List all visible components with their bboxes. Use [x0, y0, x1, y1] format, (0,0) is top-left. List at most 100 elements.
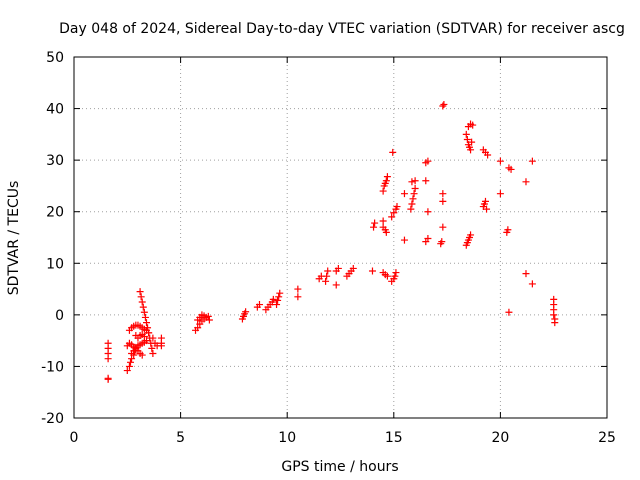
data-point-marker	[205, 316, 213, 324]
data-point-marker	[274, 296, 282, 304]
data-point-marker	[149, 350, 157, 358]
data-point-marker	[391, 272, 399, 280]
y-tick-label: -10	[41, 359, 64, 375]
data-point-marker	[383, 272, 391, 280]
data-point-marker	[138, 298, 146, 306]
data-point-marker	[392, 269, 400, 277]
y-axis-label: SDTVAR / TECUs	[6, 181, 22, 296]
data-point-marker	[242, 308, 250, 316]
data-point-marker	[145, 329, 153, 337]
grid-lines	[74, 57, 607, 418]
data-point-marker	[411, 177, 419, 185]
data-point-marker	[393, 203, 401, 211]
data-point-marker	[368, 267, 376, 275]
y-tick-label: 20	[46, 205, 64, 221]
data-point-marker	[528, 157, 536, 165]
data-point-marker	[125, 362, 133, 370]
data-point-marker	[440, 100, 448, 108]
data-point-marker	[371, 219, 379, 227]
data-point-marker	[424, 208, 432, 216]
data-point-marker	[484, 151, 492, 159]
data-point-marker	[439, 102, 447, 110]
data-point-marker	[334, 264, 342, 272]
y-tick-label: 40	[46, 102, 64, 118]
data-point-marker	[332, 281, 340, 289]
data-point-marker	[550, 311, 558, 319]
chart-title: Day 048 of 2024, Sidereal Day-to-day VTE…	[59, 21, 625, 37]
data-point-marker	[194, 324, 202, 332]
x-tick-label: 25	[598, 430, 616, 446]
data-point-marker	[137, 293, 145, 301]
data-point-marker	[379, 187, 387, 195]
axis-ticks: 0 5 10 15 20 25 -20 -10 0 10 20 30 40 50	[41, 50, 616, 446]
data-point-marker	[383, 173, 391, 181]
data-point-marker	[408, 178, 416, 186]
data-point-marker	[104, 374, 112, 382]
y-tick-label: 0	[55, 308, 64, 324]
data-point-marker	[140, 308, 148, 316]
data-point-marker	[294, 293, 302, 301]
data-point-marker	[275, 293, 283, 301]
data-point-marker	[422, 177, 430, 185]
data-point-marker	[149, 334, 157, 342]
data-point-marker	[255, 301, 263, 309]
data-point-marker	[349, 264, 357, 272]
data-point-marker	[370, 223, 378, 231]
x-tick-label: 10	[278, 430, 296, 446]
data-point-marker	[424, 157, 432, 165]
data-point-marker	[481, 197, 489, 205]
data-point-marker	[400, 190, 408, 198]
data-point-marker	[469, 121, 477, 129]
data-point-marker	[200, 312, 208, 320]
data-point-marker	[483, 205, 491, 213]
data-point-marker	[322, 277, 330, 285]
x-axis-label: GPS time / hours	[281, 459, 398, 475]
data-point-marker	[144, 324, 152, 332]
x-tick-label: 5	[176, 430, 185, 446]
data-point-marker	[136, 288, 144, 296]
data-point-marker	[139, 303, 147, 311]
data-point-marker	[379, 217, 387, 225]
y-tick-label: 30	[46, 153, 64, 169]
data-point-marker	[389, 148, 397, 156]
data-point-marker	[323, 272, 331, 280]
data-point-marker	[104, 355, 112, 363]
data-point-marker	[496, 157, 504, 165]
data-point-marker	[382, 228, 390, 236]
data-point-marker	[411, 185, 419, 193]
data-point-marker	[522, 178, 530, 186]
data-point-marker	[410, 190, 418, 198]
data-point-marker	[468, 138, 476, 146]
data-point-marker	[462, 130, 470, 138]
data-point-marker	[123, 367, 131, 375]
data-point-marker	[463, 136, 471, 144]
data-point-marker	[141, 313, 149, 321]
data-point-marker	[409, 195, 417, 203]
data-point-marker	[390, 209, 398, 217]
data-point-marker	[382, 177, 390, 185]
data-point-marker	[148, 344, 156, 352]
data-point-marker	[439, 197, 447, 205]
data-point-marker	[269, 295, 277, 303]
data-point-marker	[157, 342, 165, 350]
data-point-marker	[388, 213, 396, 221]
y-tick-label: 50	[46, 50, 64, 66]
data-point-marker	[522, 270, 530, 278]
y-tick-label: 10	[46, 256, 64, 272]
data-point-marker	[142, 319, 150, 327]
data-point-marker	[273, 301, 281, 309]
x-tick-label: 0	[70, 430, 79, 446]
data-point-marker	[294, 285, 302, 293]
data-point-marker	[551, 319, 559, 327]
data-point-marker	[438, 238, 446, 246]
x-tick-label: 20	[491, 430, 509, 446]
y-tick-label: -20	[41, 411, 64, 427]
data-point-marker	[140, 333, 148, 341]
data-point-marker	[407, 205, 415, 213]
data-point-marker	[276, 289, 284, 297]
plot-border	[73, 56, 608, 419]
data-point-marker	[504, 226, 512, 234]
data-point-marker	[424, 235, 432, 243]
data-point-marker	[439, 223, 447, 231]
